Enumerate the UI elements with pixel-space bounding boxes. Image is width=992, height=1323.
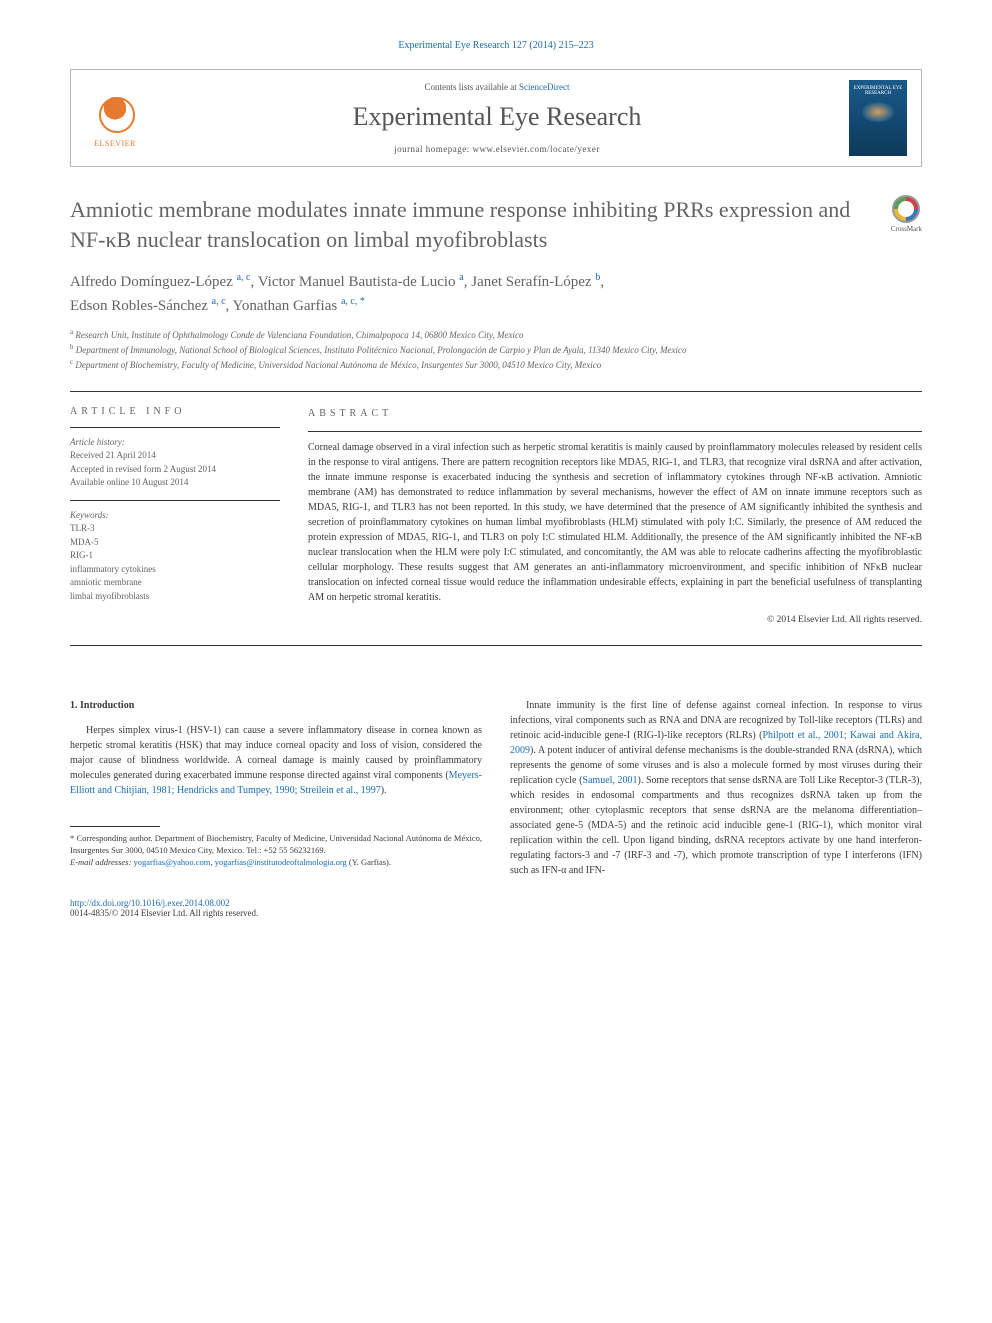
email-line: E-mail addresses: yogarfias@yahoo.com, y… bbox=[70, 857, 482, 869]
article-title: Amniotic membrane modulates innate immun… bbox=[70, 195, 871, 254]
cover-title: EXPERIMENTAL EYE RESEARCH bbox=[849, 86, 907, 96]
abs-hr bbox=[308, 431, 922, 432]
body-col-left: 1. Introduction Herpes simplex virus-1 (… bbox=[70, 698, 482, 878]
elsevier-tree-icon bbox=[91, 89, 139, 137]
body-columns: 1. Introduction Herpes simplex virus-1 (… bbox=[70, 698, 922, 878]
homepage-url[interactable]: www.elsevier.com/locate/yexer bbox=[473, 144, 600, 154]
journal-cover-thumb[interactable]: EXPERIMENTAL EYE RESEARCH bbox=[849, 80, 907, 156]
author-2: Victor Manuel Bautista-de Lucio bbox=[258, 274, 456, 290]
received-line: Received 21 April 2014 bbox=[70, 449, 280, 463]
abstract-text: Corneal damage observed in a viral infec… bbox=[308, 440, 922, 605]
affiliation-b: b Department of Immunology, National Sch… bbox=[70, 342, 922, 357]
elsevier-text: ELSEVIER bbox=[94, 139, 136, 148]
keywords-label: Keywords: bbox=[70, 509, 280, 523]
kw-3: inflammatory cytokines bbox=[70, 563, 280, 577]
info-hr-1 bbox=[70, 427, 280, 428]
intro-p2-ref2[interactable]: Samuel, 2001 bbox=[582, 775, 637, 786]
accepted-line: Accepted in revised form 2 August 2014 bbox=[70, 463, 280, 477]
page-container: Experimental Eye Research 127 (2014) 215… bbox=[0, 0, 992, 968]
affiliations: a Research Unit, Institute of Ophthalmol… bbox=[70, 327, 922, 372]
intro-p1-a: Herpes simplex virus-1 (HSV-1) can cause… bbox=[70, 725, 482, 781]
crossmark-label: CrossMark bbox=[891, 225, 922, 233]
email-2[interactable]: yogarfias@institutodeoftalmologia.org bbox=[215, 857, 347, 867]
kw-2: RIG-1 bbox=[70, 549, 280, 563]
intro-p1-b: ). bbox=[381, 785, 387, 796]
article-info-label: ARTICLE INFO bbox=[70, 406, 280, 417]
affiliation-c: c Department of Biochemistry, Faculty of… bbox=[70, 357, 922, 372]
body-col-right: Innate immunity is the first line of def… bbox=[510, 698, 922, 878]
author-3-sup: b bbox=[595, 272, 600, 283]
doi-link[interactable]: http://dx.doi.org/10.1016/j.exer.2014.08… bbox=[70, 898, 230, 908]
kw-0: TLR-3 bbox=[70, 522, 280, 536]
history-block: Article history: Received 21 April 2014 … bbox=[70, 436, 280, 490]
author-2-sup: a bbox=[459, 272, 463, 283]
title-row: Amniotic membrane modulates innate immun… bbox=[70, 195, 922, 254]
online-line: Available online 10 August 2014 bbox=[70, 476, 280, 490]
contents-line: Contents lists available at ScienceDirec… bbox=[163, 82, 831, 92]
author-5: Yonathan Garfias bbox=[232, 298, 337, 314]
info-hr-2 bbox=[70, 500, 280, 501]
crossmark-badge[interactable]: CrossMark bbox=[891, 195, 922, 233]
keywords-block: Keywords: TLR-3 MDA-5 RIG-1 inflammatory… bbox=[70, 509, 280, 604]
kw-5: limbal myofibroblasts bbox=[70, 590, 280, 604]
abstract-label: ABSTRACT bbox=[308, 406, 922, 421]
author-1-sup: a, c bbox=[237, 272, 251, 283]
abstract-copyright: © 2014 Elsevier Ltd. All rights reserved… bbox=[308, 613, 922, 627]
kw-4: amniotic membrane bbox=[70, 576, 280, 590]
kw-1: MDA-5 bbox=[70, 536, 280, 550]
affiliation-b-text: Department of Immunology, National Schoo… bbox=[76, 345, 687, 355]
affiliation-c-text: Department of Biochemistry, Faculty of M… bbox=[75, 360, 601, 370]
homepage-prefix: journal homepage: bbox=[394, 144, 472, 154]
author-4: Edson Robles-Sánchez bbox=[70, 298, 208, 314]
intro-para-2: Innate immunity is the first line of def… bbox=[510, 698, 922, 878]
author-3: Janet Serafín-López bbox=[471, 274, 591, 290]
email-tail: (Y. Garfias). bbox=[349, 857, 391, 867]
footer-block: http://dx.doi.org/10.1016/j.exer.2014.08… bbox=[70, 898, 922, 918]
sciencedirect-link[interactable]: ScienceDirect bbox=[519, 82, 569, 92]
email-label: E-mail addresses: bbox=[70, 857, 131, 867]
elsevier-logo[interactable]: ELSEVIER bbox=[85, 83, 145, 153]
intro-para-1: Herpes simplex virus-1 (HSV-1) can cause… bbox=[70, 723, 482, 798]
abstract-col: ABSTRACT Corneal damage observed in a vi… bbox=[308, 406, 922, 627]
citation-header: Experimental Eye Research 127 (2014) 215… bbox=[70, 40, 922, 51]
header-center: Contents lists available at ScienceDirec… bbox=[163, 82, 831, 154]
footnote-divider bbox=[70, 826, 160, 827]
affiliation-a: a Research Unit, Institute of Ophthalmol… bbox=[70, 327, 922, 342]
divider-bottom bbox=[70, 645, 922, 646]
author-5-sup: a, c, * bbox=[341, 296, 365, 307]
intro-heading: 1. Introduction bbox=[70, 698, 482, 713]
history-label: Article history: bbox=[70, 436, 280, 450]
authors-line: Alfredo Domínguez-López a, c, Victor Man… bbox=[70, 270, 922, 317]
issn-line: 0014-4835/© 2014 Elsevier Ltd. All right… bbox=[70, 908, 258, 918]
cover-eye-icon bbox=[862, 102, 894, 122]
info-abstract-row: ARTICLE INFO Article history: Received 2… bbox=[70, 406, 922, 645]
homepage-line: journal homepage: www.elsevier.com/locat… bbox=[163, 144, 831, 154]
intro-p2-c: ). Some receptors that sense dsRNA are T… bbox=[510, 775, 922, 876]
corresponding-author: * Corresponding author. Department of Bi… bbox=[70, 833, 482, 857]
divider-top bbox=[70, 391, 922, 392]
journal-name: Experimental Eye Research bbox=[163, 102, 831, 132]
footnotes: * Corresponding author. Department of Bi… bbox=[70, 833, 482, 869]
author-1: Alfredo Domínguez-López bbox=[70, 274, 233, 290]
journal-header-box: ELSEVIER Contents lists available at Sci… bbox=[70, 69, 922, 167]
article-info-col: ARTICLE INFO Article history: Received 2… bbox=[70, 406, 280, 627]
contents-prefix: Contents lists available at bbox=[425, 82, 519, 92]
author-4-sup: a, c bbox=[212, 296, 226, 307]
email-1[interactable]: yogarfias@yahoo.com bbox=[133, 857, 210, 867]
crossmark-icon bbox=[892, 195, 920, 223]
affiliation-a-text: Research Unit, Institute of Ophthalmolog… bbox=[75, 330, 523, 340]
